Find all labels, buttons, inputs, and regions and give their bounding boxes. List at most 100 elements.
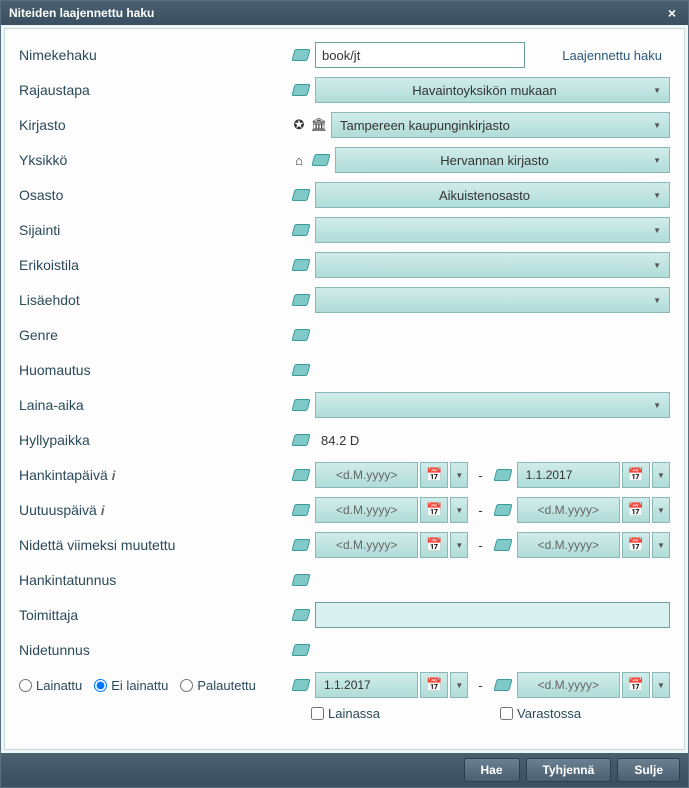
row-nidetunnus: Nidetunnus (19, 636, 670, 664)
hae-button[interactable]: Hae (464, 758, 520, 782)
loan-date-to[interactable]: <d.M.yyyy> (517, 672, 620, 698)
label-osasto: Osasto (19, 187, 291, 203)
tag-icon (291, 607, 311, 623)
chevron-down-icon[interactable]: ▼ (652, 462, 670, 488)
dropdown-lisaehdot[interactable] (315, 287, 670, 313)
row-sijainti: Sijainti (19, 216, 670, 244)
dash: - (472, 468, 488, 483)
label-sijainti: Sijainti (19, 222, 291, 238)
calendar-icon[interactable]: 📅 (420, 672, 448, 698)
row-nimekehaku: Nimekehaku Laajennettu haku (19, 41, 670, 69)
label-kirjasto: Kirjasto (19, 117, 291, 133)
tag-icon (291, 432, 311, 448)
tag-icon (291, 397, 311, 413)
search-input[interactable] (315, 42, 525, 68)
row-hyllypaikka: Hyllypaikka 84.2 D (19, 426, 670, 454)
tag-icon (291, 677, 311, 693)
dropdown-erikoistila[interactable] (315, 252, 670, 278)
radio-palautettu[interactable]: Palautettu (180, 678, 256, 693)
radio-ei-lainattu[interactable]: Ei lainattu (94, 678, 168, 693)
check-varastossa[interactable]: Varastossa (500, 706, 581, 721)
tag-icon (291, 362, 311, 378)
calendar-icon[interactable]: 📅 (622, 462, 650, 488)
dropdown-rajaustapa[interactable]: Havaintoyksikön mukaan (315, 77, 670, 103)
calendar-icon[interactable]: 📅 (622, 672, 650, 698)
check-lainassa-input[interactable] (311, 707, 324, 720)
info-icon[interactable]: i (101, 503, 105, 518)
dropdown-osasto[interactable]: Aikuistenosasto (315, 182, 670, 208)
row-huomautus: Huomautus (19, 356, 670, 384)
row-toimittaja: Toimittaja (19, 601, 670, 629)
radio-ei-lainattu-input[interactable] (94, 679, 107, 692)
tag-icon (493, 677, 513, 693)
radio-lainattu[interactable]: Lainattu (19, 678, 82, 693)
label-toimittaja: Toimittaja (19, 607, 291, 623)
tyhjenna-button[interactable]: Tyhjennä (526, 758, 612, 782)
row-osasto: Osasto Aikuistenosasto (19, 181, 670, 209)
row-kirjasto: Kirjasto ✪ 🏛 Tampereen kaupunginkirjasto (19, 111, 670, 139)
calendar-icon[interactable]: 📅 (622, 497, 650, 523)
check-varastossa-input[interactable] (500, 707, 513, 720)
chevron-down-icon[interactable]: ▼ (450, 497, 468, 523)
calendar-icon[interactable]: 📅 (420, 497, 448, 523)
chevron-down-icon[interactable]: ▼ (450, 672, 468, 698)
hankintapaiva-to[interactable]: 1.1.2017 (517, 462, 620, 488)
row-loan-status: Lainattu Ei lainattu Palautettu 1.1.2017… (19, 671, 670, 699)
tag-icon (493, 467, 513, 483)
uutuuspaiva-to[interactable]: <d.M.yyyy> (517, 497, 620, 523)
row-checks: Lainassa Varastossa (19, 706, 670, 721)
calendar-icon[interactable]: 📅 (622, 532, 650, 558)
dropdown-laina-aika[interactable] (315, 392, 670, 418)
calendar-icon[interactable]: 📅 (420, 532, 448, 558)
dash: - (472, 678, 488, 693)
label-laina-aika: Laina-aika (19, 397, 291, 413)
tag-icon (493, 537, 513, 553)
muutettu-from[interactable]: <d.M.yyyy> (315, 532, 418, 558)
label-hankintapaiva: Hankintapäivä i (19, 467, 291, 483)
tag-icon (311, 152, 331, 168)
hankintapaiva-from[interactable]: <d.M.yyyy> (315, 462, 418, 488)
row-rajaustapa: Rajaustapa Havaintoyksikön mukaan (19, 76, 670, 104)
tag-icon (291, 537, 311, 553)
dropdown-sijainti[interactable] (315, 217, 670, 243)
chevron-down-icon[interactable]: ▼ (652, 532, 670, 558)
close-icon[interactable]: × (664, 5, 680, 21)
sulje-button[interactable]: Sulje (617, 758, 680, 782)
radio-lainattu-input[interactable] (19, 679, 32, 692)
check-lainassa[interactable]: Lainassa (311, 706, 380, 721)
dash: - (472, 538, 488, 553)
info-icon[interactable]: i (112, 468, 116, 483)
dialog-content: Nimekehaku Laajennettu haku Rajaustapa H… (4, 28, 685, 750)
label-hyllypaikka: Hyllypaikka (19, 432, 291, 448)
chevron-down-icon[interactable]: ▼ (652, 497, 670, 523)
tag-icon (291, 572, 311, 588)
row-lisaehdot: Lisäehdot (19, 286, 670, 314)
calendar-icon[interactable]: 📅 (420, 462, 448, 488)
chevron-down-icon[interactable]: ▼ (450, 532, 468, 558)
uutuuspaiva-from[interactable]: <d.M.yyyy> (315, 497, 418, 523)
label-nimekehaku: Nimekehaku (19, 47, 291, 63)
chevron-down-icon[interactable]: ▼ (450, 462, 468, 488)
hyllypaikka-value: 84.2 D (315, 433, 359, 448)
bank-icon: 🏛 (311, 117, 327, 133)
radio-palautettu-input[interactable] (180, 679, 193, 692)
dash: - (472, 503, 488, 518)
chevron-down-icon[interactable]: ▼ (652, 672, 670, 698)
tag-icon (291, 257, 311, 273)
toimittaja-input[interactable] (315, 602, 670, 628)
label-hankintatunnus: Hankintatunnus (19, 572, 291, 588)
loan-date-from[interactable]: 1.1.2017 (315, 672, 418, 698)
muutettu-to[interactable]: <d.M.yyyy> (517, 532, 620, 558)
label-nidetta-muutettu: Nidettä viimeksi muutettu (19, 537, 291, 553)
extended-search-link[interactable]: Laajennettu haku (554, 48, 670, 63)
dropdown-yksikko[interactable]: Hervannan kirjasto (335, 147, 670, 173)
dialog-title: Niteiden laajennettu haku (9, 6, 154, 20)
dropdown-kirjasto[interactable]: Tampereen kaupunginkirjasto (331, 112, 670, 138)
tag-icon (291, 187, 311, 203)
house-icon: ⌂ (291, 152, 307, 168)
tag-icon (291, 642, 311, 658)
titlebar: Niteiden laajennettu haku × (1, 1, 688, 25)
dialog-footer: Hae Tyhjennä Sulje (1, 753, 688, 787)
label-rajaustapa: Rajaustapa (19, 82, 291, 98)
row-hankintapaiva: Hankintapäivä i <d.M.yyyy> 📅 ▼ - 1.1.201… (19, 461, 670, 489)
